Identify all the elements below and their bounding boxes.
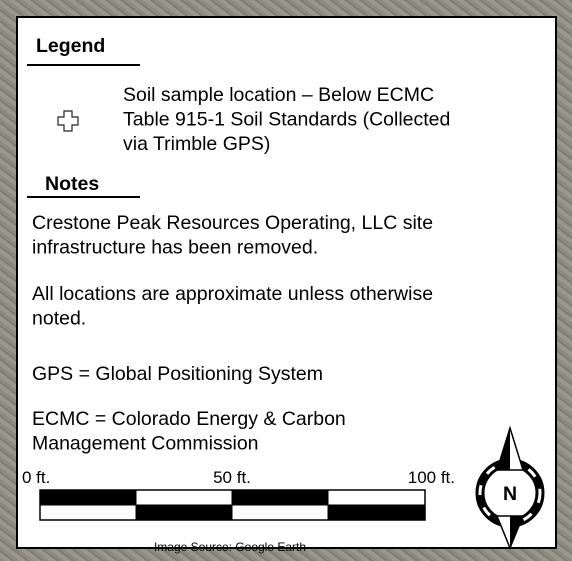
note-text: infrastructure has been removed. xyxy=(32,237,318,259)
legend-item-text: Soil sample location – Below ECMC xyxy=(123,84,434,106)
note-text: ECMC = Colorado Energy & Carbon xyxy=(32,408,346,430)
image-source: Image Source: Google Earth xyxy=(154,540,306,554)
legend-panel: Legend Notes N Image Source: Google Eart… xyxy=(0,0,572,561)
scale-label: 50 ft. xyxy=(213,468,251,487)
notes-title: Notes xyxy=(45,173,99,195)
scale-bar xyxy=(40,490,425,520)
note-text: noted. xyxy=(32,308,86,330)
page: Legend Notes N Image Source: Google Eart… xyxy=(0,0,572,561)
scale-label: 0 ft. xyxy=(22,468,50,487)
legend-item-text: Table 915-1 Soil Standards (Collected xyxy=(123,109,450,131)
note-text: GPS = Global Positioning System xyxy=(32,363,323,385)
note-text: Management Commission xyxy=(32,433,259,455)
note-text: All locations are approximate unless oth… xyxy=(32,283,433,305)
note-text: Crestone Peak Resources Operating, LLC s… xyxy=(32,212,433,234)
north-label: N xyxy=(503,483,517,505)
legend-item-text: via Trimble GPS) xyxy=(123,133,270,155)
legend-title: Legend xyxy=(36,35,105,57)
scale-label: 100 ft. xyxy=(408,468,455,487)
